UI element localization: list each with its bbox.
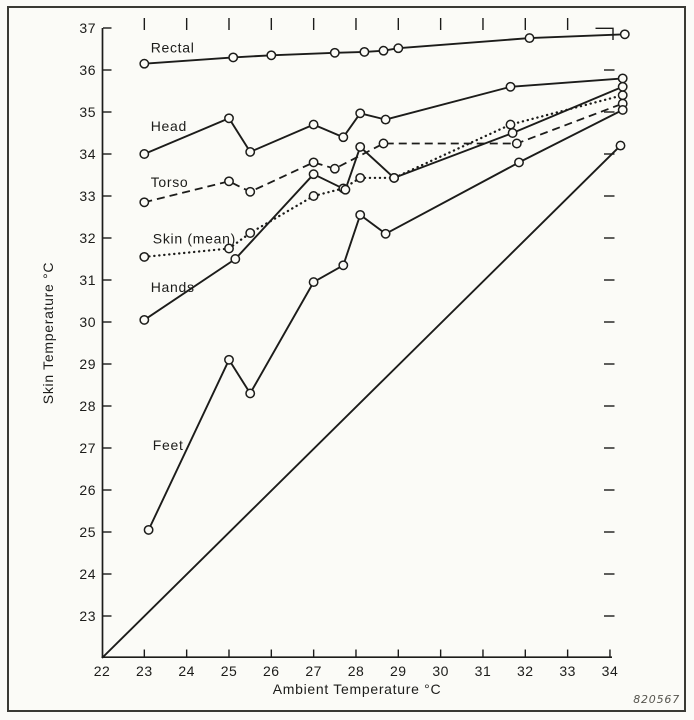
data-point-rectal	[359, 46, 370, 57]
data-point-skin-mean	[505, 119, 516, 130]
x-tick-label: 22	[94, 663, 111, 679]
series-line-hands	[143, 85, 624, 321]
y-tick-label: 32	[79, 230, 96, 246]
data-point-feet	[355, 209, 366, 220]
data-point-hands	[340, 184, 351, 195]
top-right-corner-mark	[595, 27, 614, 40]
data-point-skin-mean	[308, 191, 319, 201]
series-label-torso: Torso	[151, 174, 189, 190]
x-axis-title: Ambient Temperature °C	[272, 681, 442, 697]
data-point-skin-mean	[355, 172, 366, 183]
y-tick-label: 34	[79, 146, 96, 162]
x-tick-label: 34	[602, 663, 619, 679]
data-point-rectal	[329, 47, 340, 58]
x-tick-label: 24	[178, 663, 195, 679]
data-point-torso	[139, 197, 150, 208]
series-label-skin-mean: Skin (mean)	[153, 231, 236, 247]
data-point-hands	[139, 314, 150, 325]
data-point-feet	[308, 277, 319, 288]
data-point-ambient-reference-line	[615, 140, 626, 151]
data-point-feet	[380, 228, 391, 239]
data-point-rectal	[228, 52, 239, 63]
data-point-feet	[617, 104, 628, 115]
data-point-torso	[245, 186, 256, 197]
series-line-feet	[147, 109, 624, 531]
data-point-hands	[308, 169, 319, 180]
data-point-feet	[143, 524, 154, 535]
figure-border	[7, 6, 686, 712]
data-point-hands	[355, 141, 366, 152]
data-point-rectal	[524, 33, 535, 44]
data-point-head	[380, 114, 391, 125]
data-point-head	[617, 73, 628, 84]
data-point-rectal	[139, 58, 150, 69]
x-tick-label: 27	[305, 663, 322, 679]
data-point-feet	[245, 388, 256, 399]
x-tick-label: 30	[432, 663, 449, 679]
x-tick-label: 23	[136, 663, 153, 679]
data-point-torso	[224, 176, 234, 187]
data-point-hands	[230, 254, 241, 264]
y-tick-label: 31	[79, 272, 96, 288]
x-tick-label: 25	[221, 663, 238, 679]
figure-number: 820567	[633, 693, 680, 706]
series-label-rectal: Rectal	[151, 39, 195, 55]
y-tick-label: 23	[79, 608, 96, 624]
data-point-head	[505, 81, 516, 92]
data-point-torso	[378, 138, 389, 149]
y-tick-label: 24	[79, 566, 96, 582]
x-tick-label: 26	[263, 663, 280, 679]
y-tick-label: 35	[79, 104, 96, 120]
data-point-rectal	[266, 50, 277, 61]
y-tick-label: 27	[79, 440, 96, 456]
series-label-feet: Feet	[153, 437, 184, 453]
data-point-head	[308, 119, 319, 130]
y-tick-label: 29	[79, 356, 96, 372]
x-tick-label: 28	[348, 663, 365, 679]
y-tick-label: 30	[79, 314, 96, 330]
data-point-feet	[224, 354, 234, 365]
data-point-rectal	[619, 29, 630, 40]
series-label-head: Head	[151, 118, 187, 134]
data-point-hands	[389, 172, 400, 183]
data-point-feet	[338, 260, 349, 271]
series-label-hands: Hands	[151, 279, 195, 295]
data-point-torso	[329, 163, 340, 174]
y-tick-label: 36	[79, 62, 96, 78]
data-point-head	[224, 113, 234, 124]
data-point-head	[355, 108, 366, 119]
y-tick-label: 33	[79, 188, 96, 204]
data-point-head	[338, 132, 349, 143]
data-point-feet	[514, 157, 524, 168]
y-axis-title: Skin Temperature °C	[40, 261, 56, 405]
data-point-rectal	[378, 45, 389, 56]
data-point-skin-mean	[617, 90, 628, 101]
y-tick-label: 26	[79, 482, 96, 498]
x-tick-label: 32	[517, 663, 534, 679]
data-point-head	[139, 149, 150, 159]
data-point-torso	[511, 138, 522, 149]
x-tick-label: 31	[475, 663, 492, 679]
data-point-hands	[507, 128, 518, 138]
series-line-ambient-reference-line	[101, 144, 622, 659]
data-point-skin-mean	[245, 228, 256, 238]
y-tick-label: 37	[79, 20, 96, 36]
x-tick-label: 29	[390, 663, 407, 679]
y-tick-label: 28	[79, 398, 96, 414]
data-point-head	[245, 146, 256, 157]
data-point-hands	[617, 81, 628, 92]
data-point-torso	[308, 157, 319, 168]
data-point-rectal	[393, 43, 404, 54]
data-point-skin-mean	[224, 243, 234, 254]
y-tick-label: 25	[79, 524, 96, 540]
data-point-skin-mean	[139, 251, 150, 262]
x-tick-label: 33	[559, 663, 576, 679]
